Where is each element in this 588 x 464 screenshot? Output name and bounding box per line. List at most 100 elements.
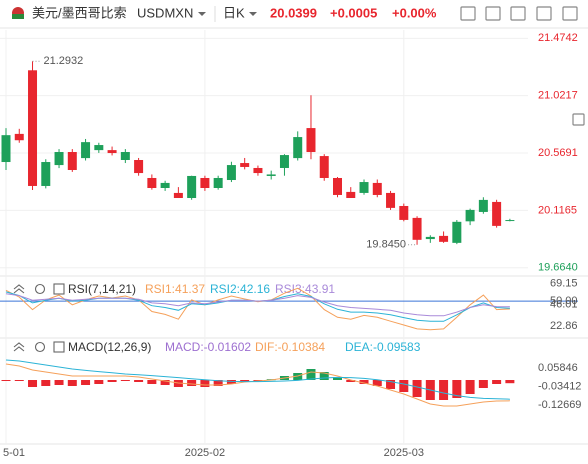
y-tick-label: 21.0217 bbox=[538, 90, 578, 102]
candle-body bbox=[333, 177, 342, 195]
legend-entry: RSI1:41.37 bbox=[145, 282, 205, 296]
y-tick-label: 22.86 bbox=[550, 320, 578, 332]
y-tick-label: 20.1165 bbox=[538, 204, 577, 216]
macd-bar bbox=[306, 369, 316, 380]
candle-body bbox=[94, 145, 104, 151]
candle-body bbox=[492, 201, 502, 226]
dropdown-arrow[interactable] bbox=[249, 12, 257, 16]
candle-body bbox=[478, 199, 488, 212]
symbol-code[interactable]: USDMXN bbox=[137, 5, 193, 20]
macd-bar bbox=[81, 380, 91, 385]
indicator-title[interactable]: MACD(12,26,9) bbox=[68, 340, 151, 354]
tool-icon[interactable] bbox=[510, 6, 526, 21]
macd-bar bbox=[240, 380, 250, 382]
candle-body bbox=[120, 152, 130, 160]
candle-body bbox=[67, 152, 77, 171]
macd-bar bbox=[134, 380, 144, 382]
settings-icon[interactable] bbox=[34, 283, 46, 295]
macd-bar bbox=[452, 380, 462, 398]
candle-body bbox=[346, 191, 356, 199]
candle-body bbox=[41, 162, 51, 186]
x-tick-label: 2025-03 bbox=[384, 447, 424, 459]
legend-value: 43.91 bbox=[305, 282, 335, 296]
macd-bar bbox=[359, 380, 369, 384]
macd-bar bbox=[173, 380, 183, 387]
more-icon[interactable] bbox=[53, 341, 65, 353]
macd-bar bbox=[41, 380, 51, 386]
collapse-icon[interactable] bbox=[13, 342, 25, 352]
tool-icon[interactable] bbox=[485, 6, 501, 21]
macd-bar bbox=[67, 380, 77, 386]
candle-body bbox=[147, 177, 157, 188]
macd-bar bbox=[372, 380, 382, 386]
candle-body bbox=[505, 220, 515, 222]
more-icon[interactable] bbox=[53, 283, 65, 295]
y-tick-label: 50.00 bbox=[550, 295, 578, 307]
toolbar: 美元/墨西哥比索 USDMXN 日K 20.0399 +0.0005 +0.00… bbox=[12, 5, 585, 126]
indicator-line bbox=[5, 359, 510, 400]
candle-body bbox=[54, 152, 64, 166]
annotation: 21.2932 bbox=[44, 55, 84, 67]
legend-value: 41.37 bbox=[175, 282, 205, 296]
candle-body bbox=[412, 217, 422, 240]
macd-bar bbox=[1, 380, 11, 381]
legend-value: -0.01602 bbox=[204, 340, 252, 354]
legend-entry: RSI3:43.91 bbox=[275, 282, 335, 296]
legend-name: MACD: bbox=[165, 340, 204, 354]
candle-body bbox=[173, 192, 183, 199]
macd-bar bbox=[492, 380, 502, 384]
macd-bar bbox=[226, 380, 236, 384]
y-tick-label: 69.15 bbox=[550, 277, 578, 289]
macd-bar bbox=[107, 380, 117, 382]
legend-name: RSI3: bbox=[275, 282, 305, 296]
tool-icon[interactable] bbox=[460, 6, 476, 21]
period[interactable]: 日K bbox=[223, 5, 245, 20]
annotation: 19.8450 bbox=[366, 239, 406, 251]
dropdown-arrow[interactable] bbox=[198, 12, 206, 16]
candle-body bbox=[14, 133, 24, 141]
macd-bar bbox=[465, 380, 475, 394]
macd-bar bbox=[333, 377, 342, 380]
macd-bar bbox=[412, 380, 422, 397]
macd-bar bbox=[28, 380, 38, 387]
price-change: +0.0005 bbox=[330, 5, 377, 20]
candle-body bbox=[200, 177, 210, 188]
candle-body bbox=[439, 235, 449, 242]
candle-body bbox=[306, 128, 316, 153]
macd-bar bbox=[147, 380, 157, 384]
legend-value: -0.10384 bbox=[278, 340, 326, 354]
macd-bar bbox=[399, 380, 409, 392]
candle-body bbox=[399, 205, 409, 220]
symbol-name[interactable]: 美元/墨西哥比索 bbox=[32, 5, 127, 20]
macd-bar bbox=[505, 380, 515, 384]
candle-body bbox=[359, 182, 369, 193]
candle-body bbox=[81, 142, 91, 159]
indicator-line bbox=[5, 293, 510, 317]
tool-icon[interactable] bbox=[562, 6, 578, 21]
flag-icon bbox=[12, 14, 24, 19]
y-tick-label: 19.6640 bbox=[538, 262, 578, 274]
indicator-line bbox=[5, 363, 510, 407]
macd-bar bbox=[94, 380, 104, 384]
legend-value: -0.09583 bbox=[373, 340, 421, 354]
legend-entry: MACD:-0.01602 bbox=[165, 340, 251, 354]
macd-bar bbox=[346, 380, 356, 382]
side-icon[interactable] bbox=[572, 113, 585, 126]
candle-body bbox=[187, 175, 197, 199]
indicator-title[interactable]: RSI(7,14,21) bbox=[68, 282, 136, 296]
macd-bar bbox=[200, 380, 210, 387]
y-tick-label: 0.05846 bbox=[538, 362, 578, 374]
tool-icon[interactable] bbox=[536, 6, 552, 21]
y-tick-label: 46.01 bbox=[550, 299, 578, 311]
x-tick-label: 5-01 bbox=[3, 447, 25, 459]
candle-body bbox=[107, 150, 117, 154]
y-tick-label: -0.03412 bbox=[538, 381, 581, 393]
collapse-icon[interactable] bbox=[13, 284, 25, 294]
settings-icon[interactable] bbox=[34, 341, 46, 353]
candle-body bbox=[425, 236, 435, 240]
candle-body bbox=[134, 159, 144, 174]
candle-body bbox=[160, 182, 170, 188]
legend-value: 42.16 bbox=[240, 282, 270, 296]
candle-body bbox=[213, 177, 223, 188]
